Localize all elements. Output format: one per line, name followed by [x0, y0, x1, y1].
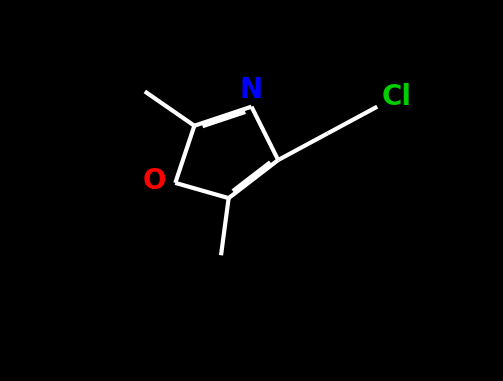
Text: Cl: Cl — [381, 83, 411, 111]
Text: O: O — [142, 167, 166, 195]
Text: N: N — [240, 75, 263, 104]
